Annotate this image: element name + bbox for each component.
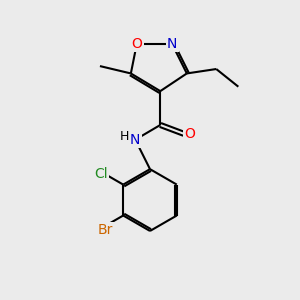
Text: H: H (119, 130, 129, 143)
Text: O: O (131, 37, 142, 51)
Text: N: N (130, 133, 140, 147)
Text: Br: Br (98, 223, 113, 237)
Text: O: O (184, 127, 195, 141)
Text: Cl: Cl (94, 167, 108, 181)
Text: N: N (167, 37, 177, 51)
